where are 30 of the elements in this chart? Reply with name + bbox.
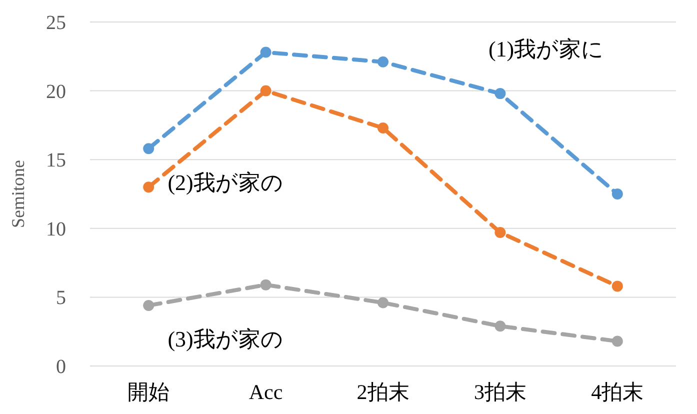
x-tick-label: 3拍末 bbox=[474, 380, 526, 404]
y-tick-label: 15 bbox=[46, 150, 66, 172]
y-tick-label: 5 bbox=[56, 287, 66, 310]
y-tick-label: 10 bbox=[46, 218, 66, 240]
y-tick-label: 25 bbox=[46, 12, 66, 34]
point bbox=[378, 56, 388, 68]
point bbox=[494, 227, 506, 238]
point bbox=[260, 46, 272, 58]
point bbox=[260, 85, 272, 96]
x-tick-label: Acc bbox=[248, 380, 283, 404]
point bbox=[143, 182, 154, 193]
y-tick-label: 0 bbox=[56, 356, 66, 378]
point bbox=[143, 300, 154, 311]
point bbox=[378, 297, 388, 308]
series-label: (3)我が家の bbox=[168, 326, 284, 352]
point bbox=[494, 320, 506, 332]
series-label: (2)我が家の bbox=[168, 170, 284, 195]
y-tick-label: 20 bbox=[46, 80, 66, 103]
point bbox=[378, 122, 388, 134]
y-axis-title: Semitone bbox=[8, 160, 28, 228]
point bbox=[612, 336, 623, 347]
x-tick-label: 4拍末 bbox=[591, 380, 644, 404]
point bbox=[612, 188, 623, 200]
point bbox=[260, 279, 272, 290]
point bbox=[612, 280, 623, 292]
point bbox=[143, 143, 154, 154]
point bbox=[494, 88, 506, 100]
x-tick-label: 開始 bbox=[128, 380, 170, 404]
x-tick-label: 2拍末 bbox=[356, 380, 410, 404]
series-label: (1)我が家に bbox=[488, 36, 604, 62]
